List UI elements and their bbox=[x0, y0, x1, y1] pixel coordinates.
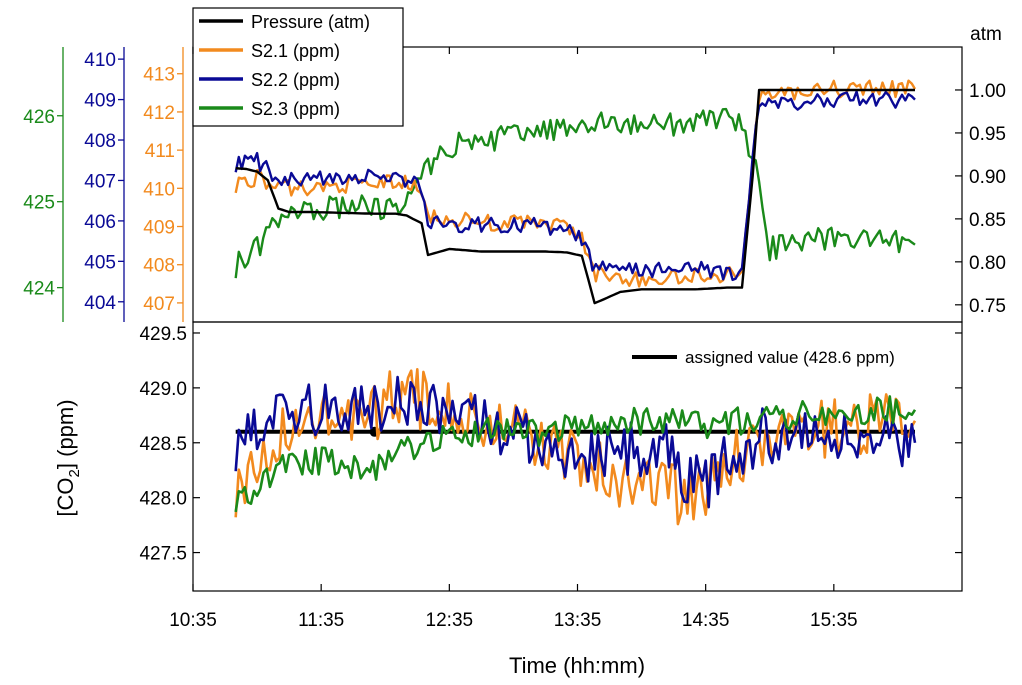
y-tick-label: 429.0 bbox=[139, 379, 187, 400]
x-tick-label: 15:35 bbox=[810, 610, 858, 631]
left-axis-blue: 404 405 406 407 408 409 410 bbox=[84, 47, 125, 322]
left-axis-green: 424 425 426 bbox=[23, 47, 64, 322]
y-axis-title-main: [CO bbox=[53, 477, 78, 516]
axis-tick-label: 412 bbox=[143, 103, 175, 124]
right-tick-label: 0.80 bbox=[969, 253, 1006, 274]
axis-tick-label: 409 bbox=[143, 218, 175, 239]
legend-label: Pressure (atm) bbox=[251, 12, 370, 32]
bottom-legend: assigned value (428.6 ppm) bbox=[632, 348, 895, 367]
axis-tick-label: 426 bbox=[23, 107, 55, 128]
legend-label: S2.3 (ppm) bbox=[251, 99, 340, 119]
y-tick-label: 429.5 bbox=[139, 324, 187, 345]
legend-label: assigned value (428.6 ppm) bbox=[685, 348, 895, 367]
series-line-top bbox=[234, 90, 916, 282]
axis-tick-label: 424 bbox=[23, 279, 55, 300]
axis-tick-label: 408 bbox=[143, 256, 175, 277]
series-line-top bbox=[235, 88, 915, 305]
axis-tick-label: 410 bbox=[143, 179, 175, 200]
axis-tick-label: 411 bbox=[145, 141, 175, 162]
left-axis-orange: 407 408 409 410 411 412 413 bbox=[143, 47, 184, 322]
top-panel: atm0.750.800.850.900.951.004244254264044… bbox=[23, 7, 1006, 323]
axis-tick-label: 407 bbox=[84, 171, 116, 192]
legend-label: S2.1 (ppm) bbox=[251, 41, 340, 61]
series-line-bottom bbox=[234, 375, 917, 509]
x-tick-label: 10:35 bbox=[169, 610, 217, 631]
axis-tick-label: 409 bbox=[84, 91, 116, 112]
y-axis-title-tail: ] (ppm) bbox=[53, 399, 78, 469]
y-tick-label: 427.5 bbox=[139, 544, 187, 565]
axis-tick-label: 404 bbox=[84, 293, 116, 314]
right-axis-unit: atm bbox=[970, 24, 1002, 45]
right-tick-label: 0.90 bbox=[969, 167, 1006, 188]
y-tick-label: 428.5 bbox=[139, 434, 187, 455]
series-line-bottom bbox=[234, 368, 917, 526]
right-tick-label: 0.95 bbox=[969, 124, 1006, 145]
axis-tick-label: 406 bbox=[84, 212, 116, 233]
y-axis-title: [CO2] (ppm) bbox=[53, 399, 83, 516]
series-line-bottom bbox=[234, 395, 917, 513]
x-tick-label: 11:35 bbox=[298, 610, 344, 631]
axis-tick-label: 407 bbox=[143, 294, 175, 315]
axis-tick-label: 408 bbox=[84, 131, 116, 152]
right-tick-label: 0.75 bbox=[969, 296, 1006, 317]
right-tick-label: 1.00 bbox=[969, 81, 1006, 102]
x-tick-label: 12:35 bbox=[426, 610, 474, 631]
y-axis-title-sub: 2 bbox=[66, 469, 83, 477]
legend-label: S2.2 (ppm) bbox=[251, 70, 340, 90]
axis-tick-label: 410 bbox=[84, 50, 116, 71]
x-tick-label: 14:35 bbox=[682, 610, 730, 631]
axis-tick-label: 413 bbox=[143, 65, 175, 86]
top-legend: Pressure (atm) S2.1 (ppm) S2.2 (ppm) S2.3 (… bbox=[192, 7, 404, 127]
right-tick-label: 0.85 bbox=[969, 210, 1006, 231]
bottom-panel: 427.5 428.0 428.5 429.0 429.5 10:35 11:35 12:35… bbox=[53, 47, 963, 678]
axis-tick-label: 425 bbox=[23, 193, 55, 214]
y-tick-label: 428.0 bbox=[139, 489, 187, 510]
x-tick-label: 13:35 bbox=[554, 610, 602, 631]
axis-tick-label: 405 bbox=[84, 252, 116, 273]
series-line-top bbox=[234, 107, 916, 279]
x-axis-title: Time (hh:mm) bbox=[509, 653, 645, 678]
